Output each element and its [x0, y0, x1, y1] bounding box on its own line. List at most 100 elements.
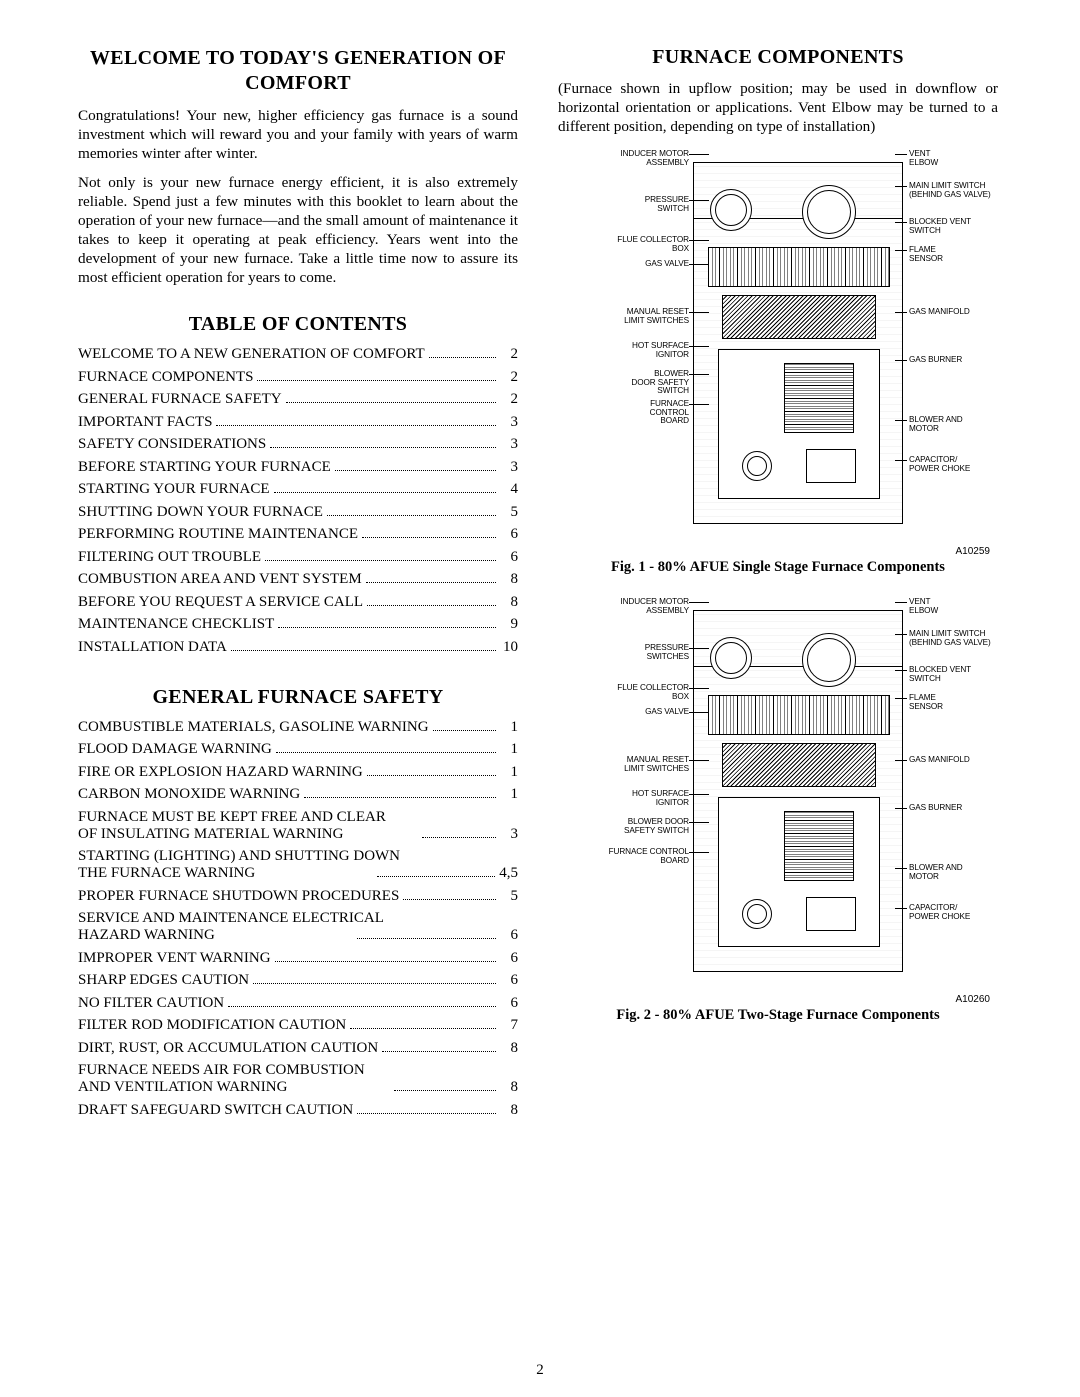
toc-row: PROPER FURNACE SHUTDOWN PROCEDURES5: [78, 888, 518, 905]
toc-label: FLOOD DAMAGE WARNING: [78, 741, 272, 758]
toc-dots: [286, 402, 496, 403]
toc-label: IMPROPER VENT WARNING: [78, 950, 271, 967]
toc-page: 9: [500, 616, 518, 633]
figure-2: INDUCER MOTORASSEMBLYPRESSURESWITCHESFLU…: [558, 592, 998, 1024]
toc-label: SHARP EDGES CAUTION: [78, 972, 249, 989]
callout-label-left: FURNACE CONTROLBOARD: [567, 848, 689, 865]
toc-page: 1: [500, 741, 518, 758]
toc-page: 2: [500, 346, 518, 363]
toc-dots: [357, 1113, 496, 1114]
leader-line: [689, 852, 709, 853]
welcome-paragraph-1: Congratulations! Your new, higher effici…: [78, 106, 518, 163]
callout-label-right: VENTELBOW: [909, 150, 999, 167]
leader-line: [895, 760, 907, 761]
toc-row: DIRT, RUST, OR ACCUMULATION CAUTION8: [78, 1040, 518, 1057]
callout-label-left: BLOWERDOOR SAFETYSWITCH: [567, 370, 689, 396]
toc-row: INSTALLATION DATA 10: [78, 639, 518, 656]
toc-page: 2: [500, 391, 518, 408]
toc-page: 6: [500, 972, 518, 989]
toc-label: WELCOME TO A NEW GENERATION OF COMFORT: [78, 346, 425, 363]
toc-label: STARTING (LIGHTING) AND SHUTTING DOWN: [78, 848, 518, 865]
toc-page: 8: [500, 594, 518, 611]
leader-line: [895, 250, 907, 251]
toc-dots: [367, 775, 496, 776]
leader-line: [689, 760, 709, 761]
toc-label: SHUTTING DOWN YOUR FURNACE: [78, 504, 323, 521]
leader-line: [895, 634, 907, 635]
toc-label: SAFETY CONSIDERATIONS: [78, 436, 266, 453]
figure-2-diagram: INDUCER MOTORASSEMBLYPRESSURESWITCHESFLU…: [563, 592, 993, 992]
leader-line: [895, 868, 907, 869]
leader-line: [895, 908, 907, 909]
toc-page: 4,5: [499, 865, 518, 882]
toc-row: FILTERING OUT TROUBLE6: [78, 549, 518, 566]
toc-page: 2: [500, 369, 518, 386]
toc-row: IMPORTANT FACTS3: [78, 414, 518, 431]
toc-dots: [253, 983, 496, 984]
toc-row: SAFETY CONSIDERATIONS3: [78, 436, 518, 453]
toc-row: GENERAL FURNACE SAFETY 2: [78, 391, 518, 408]
toc-row: COMBUSTION AREA AND VENT SYSTEM8: [78, 571, 518, 588]
toc-dots: [275, 961, 496, 962]
callout-label-right: BLOCKED VENTSWITCH: [909, 218, 999, 235]
toc-label: COMBUSTION AREA AND VENT SYSTEM: [78, 571, 362, 588]
toc-page: 10: [500, 639, 518, 656]
callout-label-left: MANUAL RESETLIMIT SWITCHES: [567, 308, 689, 325]
toc-dots: [350, 1028, 496, 1029]
toc-label: HAZARD WARNING: [78, 927, 353, 944]
toc-label: GENERAL FURNACE SAFETY: [78, 391, 282, 408]
toc-label: INSTALLATION DATA: [78, 639, 227, 656]
toc-row: STARTING (LIGHTING) AND SHUTTING DOWNTHE…: [78, 848, 518, 882]
leader-line: [895, 698, 907, 699]
toc-row: WELCOME TO A NEW GENERATION OF COMFORT 2: [78, 346, 518, 363]
toc-dots: [216, 425, 496, 426]
figure-2-id: A10260: [558, 994, 990, 1005]
toc-page: 7: [500, 1017, 518, 1034]
callout-label-right: GAS BURNER: [909, 356, 999, 365]
toc-row: SERVICE AND MAINTENANCE ELECTRICALHAZARD…: [78, 910, 518, 944]
callout-label-left: HOT SURFACEIGNITOR: [567, 342, 689, 359]
toc-label: AND VENTILATION WARNING: [78, 1079, 390, 1096]
leader-line: [689, 374, 709, 375]
toc-row: BEFORE STARTING YOUR FURNACE3: [78, 459, 518, 476]
figure-1-id: A10259: [558, 546, 990, 557]
leader-line: [895, 808, 907, 809]
toc-page: 6: [500, 950, 518, 967]
toc-row: FLOOD DAMAGE WARNING 1: [78, 741, 518, 758]
furnace-cabinet: [693, 162, 903, 524]
callout-label-left: MANUAL RESETLIMIT SWITCHES: [567, 756, 689, 773]
toc-dots: [377, 876, 495, 877]
callout-label-right: CAPACITOR/POWER CHOKE: [909, 456, 999, 473]
callout-label-right: MAIN LIMIT SWITCH(BEHIND GAS VALVE): [909, 630, 999, 647]
toc-row: MAINTENANCE CHECKLIST9: [78, 616, 518, 633]
leader-line: [689, 264, 709, 265]
leader-line: [895, 420, 907, 421]
welcome-title: WELCOME TO TODAY'S GENERATION OF COMFORT: [78, 46, 518, 96]
toc-page: 1: [500, 786, 518, 803]
toc-page: 8: [500, 1102, 518, 1119]
components-note: (Furnace shown in upflow position; may b…: [558, 79, 998, 136]
toc-dots: [433, 730, 496, 731]
callout-label-left: INDUCER MOTORASSEMBLY: [567, 598, 689, 615]
toc-dots: [357, 938, 496, 939]
toc-label: FURNACE COMPONENTS: [78, 369, 253, 386]
toc-dots: [394, 1090, 496, 1091]
leader-line: [895, 670, 907, 671]
toc-row: BEFORE YOU REQUEST A SERVICE CALL8: [78, 594, 518, 611]
toc-label: SERVICE AND MAINTENANCE ELECTRICAL: [78, 910, 518, 927]
toc-label: NO FILTER CAUTION: [78, 995, 224, 1012]
callout-label-left: HOT SURFACEIGNITOR: [567, 790, 689, 807]
figure-2-caption: Fig. 2 - 80% AFUE Two-Stage Furnace Comp…: [558, 1007, 998, 1024]
components-title: FURNACE COMPONENTS: [558, 46, 998, 69]
leader-line: [895, 312, 907, 313]
toc-page: 6: [500, 995, 518, 1012]
toc-dots: [228, 1006, 496, 1007]
toc-list: WELCOME TO A NEW GENERATION OF COMFORT 2 F…: [78, 346, 518, 656]
callout-label-right: CAPACITOR/POWER CHOKE: [909, 904, 999, 921]
callout-label-left: PRESSURESWITCH: [567, 196, 689, 213]
callout-label-right: VENTELBOW: [909, 598, 999, 615]
toc-row: SHARP EDGES CAUTION 6: [78, 972, 518, 989]
toc-row: STARTING YOUR FURNACE4: [78, 481, 518, 498]
toc-label: OF INSULATING MATERIAL WARNING: [78, 826, 418, 843]
toc-page: 8: [500, 1079, 518, 1096]
